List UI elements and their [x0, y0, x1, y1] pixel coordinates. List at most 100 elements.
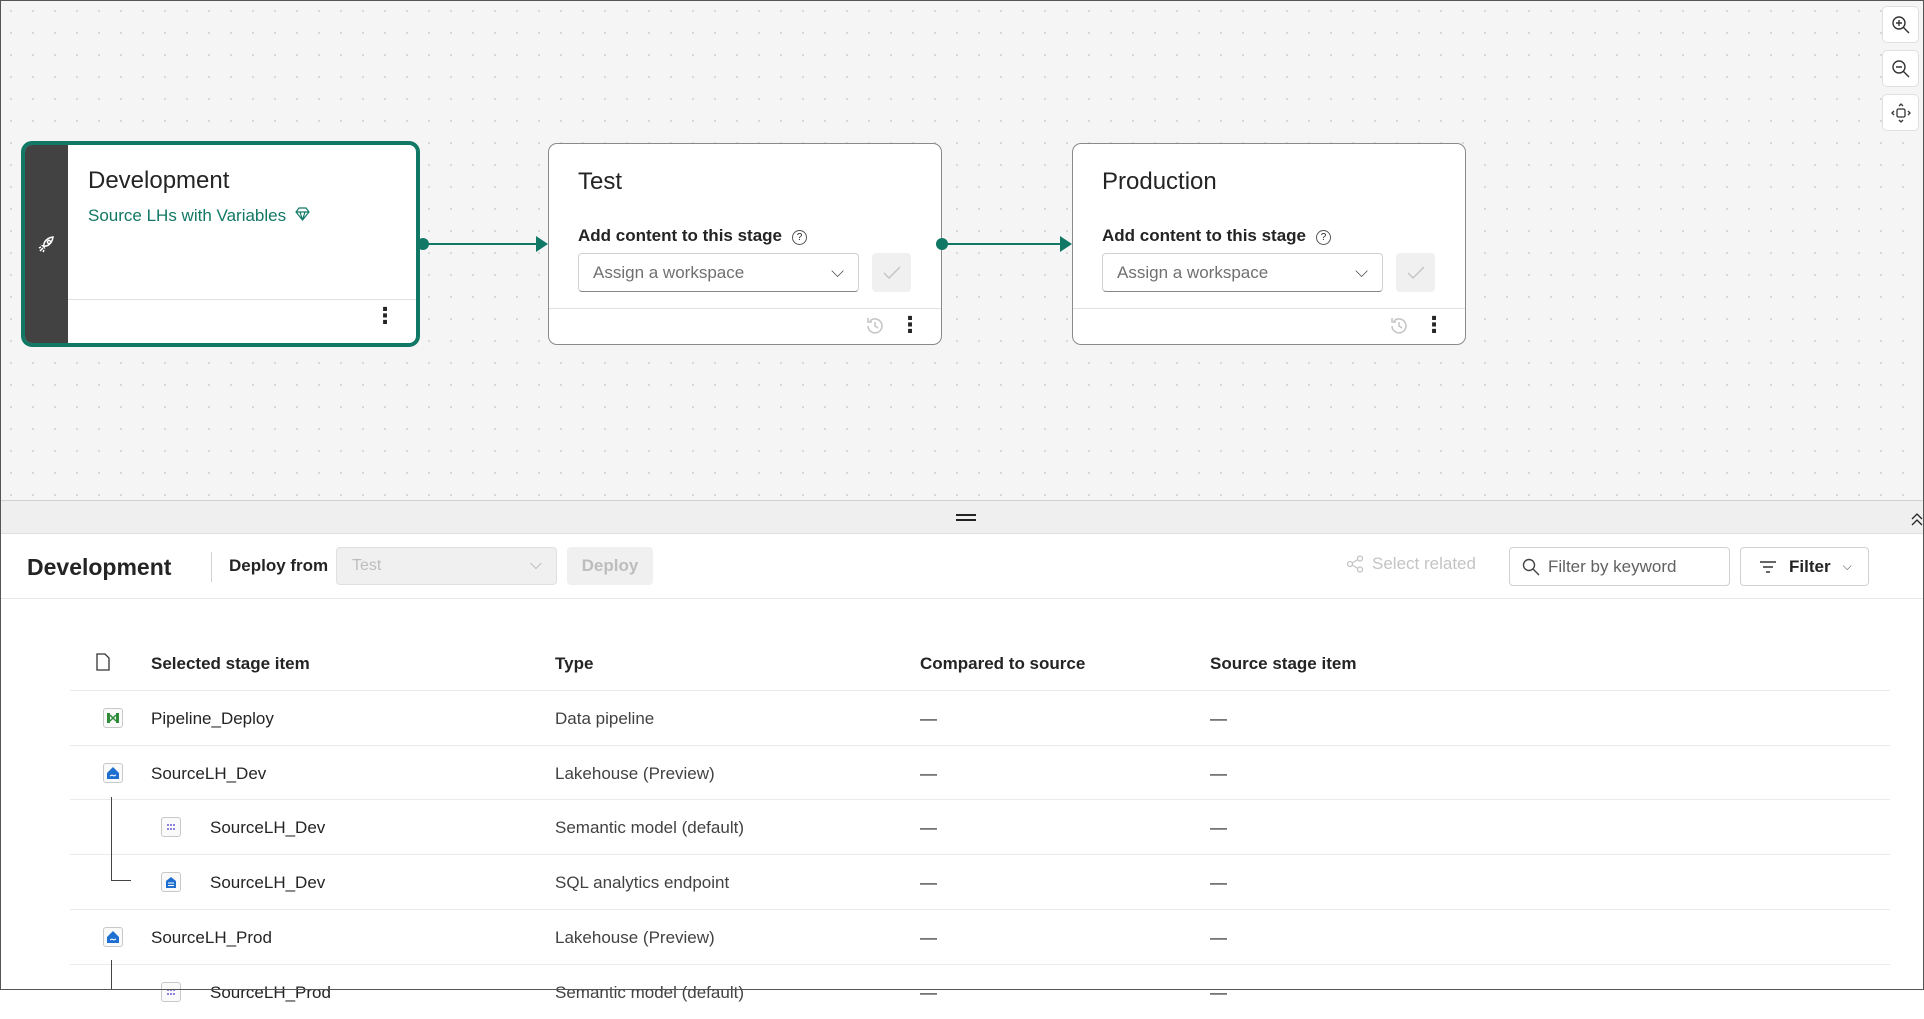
filter-keyword-input[interactable]: Filter by keyword: [1509, 547, 1730, 586]
panel-splitter[interactable]: [0, 501, 1924, 534]
connector-dev-test: [422, 243, 538, 245]
stage-title: Production: [1102, 168, 1217, 195]
connector-arrow: [536, 236, 548, 252]
compared-to-source: —: [920, 818, 937, 838]
tree-connector: [111, 797, 131, 881]
table-row[interactable]: SourceLH_Dev Semantic model (default) — —: [70, 799, 1890, 854]
item-name[interactable]: SourceLH_Prod: [151, 927, 272, 947]
column-header-compared[interactable]: Compared to source: [920, 654, 1086, 673]
file-icon: [96, 653, 110, 671]
card-divider: [549, 308, 941, 309]
compared-to-source: —: [920, 927, 937, 947]
assign-workspace-dropdown[interactable]: Assign a workspace ⌵: [1102, 253, 1383, 292]
stage-title: Development: [88, 167, 230, 194]
premium-diamond-icon: [295, 207, 310, 221]
table-row[interactable]: SourceLH_Prod Lakehouse (Preview) — —: [70, 908, 1890, 964]
confirm-button[interactable]: [872, 253, 911, 292]
item-type: Semantic model (default): [555, 818, 744, 838]
connector-arrow: [1060, 236, 1072, 252]
card-divider: [68, 299, 416, 300]
item-name[interactable]: SourceLH_Prod: [210, 982, 331, 1002]
more-options-button[interactable]: ⋮: [374, 303, 396, 328]
source-stage-item: —: [1210, 709, 1227, 728]
help-icon[interactable]: ?: [1316, 230, 1331, 245]
table-header: Selected stage item Type Compared to sou…: [70, 636, 1890, 691]
deployment-history-icon[interactable]: [865, 316, 885, 336]
drag-handle-icon[interactable]: [956, 514, 976, 521]
zoom-in-icon: [1891, 15, 1909, 33]
lakehouse-icon: [103, 926, 123, 947]
deployment-history-icon[interactable]: [1389, 316, 1409, 336]
filter-icon: [1760, 560, 1776, 573]
divider: [211, 552, 212, 582]
deploy-from-label: Deploy from: [229, 556, 329, 575]
deploy-button[interactable]: Deploy: [567, 547, 653, 585]
column-header-source[interactable]: Source stage item: [1210, 654, 1357, 673]
stage-card-production[interactable]: Production Add content to this stage? As…: [1072, 143, 1466, 345]
item-type: SQL analytics endpoint: [555, 873, 730, 893]
compared-to-source: —: [920, 873, 937, 893]
item-type: Data pipeline: [555, 709, 655, 728]
fit-to-screen-button[interactable]: [1882, 94, 1919, 131]
column-header-type[interactable]: Type: [555, 654, 594, 673]
pipeline-canvas[interactable]: Development Source LHs with Variables ⋮ …: [0, 0, 1924, 501]
more-options-button[interactable]: ⋮: [1423, 312, 1445, 337]
chevron-down-icon: ⌵: [1842, 559, 1852, 573]
zoom-in-button[interactable]: [1882, 6, 1919, 43]
table-row[interactable]: SourceLH_Prod Semantic model (default) — —: [70, 963, 1890, 1019]
zoom-out-button[interactable]: [1882, 50, 1919, 87]
stage-card-development[interactable]: Development Source LHs with Variables ⋮: [21, 141, 420, 347]
confirm-button[interactable]: [1396, 253, 1435, 292]
chevron-down-icon: ⌵: [529, 556, 542, 573]
source-stage-item: —: [1210, 927, 1227, 947]
zoom-out-icon: [1891, 59, 1909, 77]
item-name[interactable]: SourceLH_Dev: [210, 873, 326, 893]
share-nodes-icon: [1346, 555, 1364, 573]
compared-to-source: —: [920, 982, 937, 1002]
sql-endpoint-icon: [161, 872, 181, 893]
checkmark-icon: [1407, 266, 1424, 279]
semantic-model-icon: [161, 817, 181, 838]
workspace-link[interactable]: Source LHs with Variables: [88, 206, 310, 226]
search-icon: [1522, 558, 1540, 575]
workspace-name[interactable]: Source LHs with Variables: [88, 206, 287, 225]
add-content-label: Add content to this stage?: [1102, 226, 1331, 246]
filter-button[interactable]: Filter ⌵: [1740, 547, 1869, 586]
table-row[interactable]: Pipeline_Deploy Data pipeline — —: [70, 690, 1890, 745]
add-content-label: Add content to this stage?: [578, 226, 807, 246]
stage-heading: Development: [27, 554, 172, 580]
checkmark-icon: [883, 266, 900, 279]
compared-to-source: —: [920, 763, 937, 783]
stage-title: Test: [578, 168, 623, 195]
semantic-model-icon: [161, 981, 181, 1002]
stage-toolbar: Development Deploy from Test ⌵ Deploy Sel…: [0, 534, 1924, 599]
more-options-button[interactable]: ⋮: [899, 312, 921, 337]
source-stage-item: —: [1210, 763, 1227, 783]
compared-to-source: —: [920, 709, 937, 728]
assign-workspace-dropdown[interactable]: Assign a workspace ⌵: [578, 253, 859, 292]
deploy-from-dropdown[interactable]: Test ⌵: [336, 547, 557, 585]
column-header-item[interactable]: Selected stage item: [151, 654, 310, 673]
table-row[interactable]: SourceLH_Dev SQL analytics endpoint — —: [70, 854, 1890, 909]
item-name[interactable]: SourceLH_Dev: [151, 763, 267, 783]
stage-strip: [25, 145, 68, 343]
collapse-icon[interactable]: [1910, 511, 1924, 527]
rocket-icon: [38, 236, 54, 253]
item-name[interactable]: Pipeline_Deploy: [151, 709, 274, 728]
item-type: Semantic model (default): [555, 982, 744, 1002]
table-row[interactable]: SourceLH_Dev Lakehouse (Preview) — —: [70, 744, 1890, 800]
source-stage-item: —: [1210, 982, 1227, 1002]
chevron-down-icon: ⌵: [831, 262, 844, 281]
stage-card-test[interactable]: Test Add content to this stage? Assign a…: [548, 143, 942, 345]
source-stage-item: —: [1210, 873, 1227, 893]
source-stage-item: —: [1210, 818, 1227, 838]
data-pipeline-icon: [103, 708, 123, 728]
tree-connector: [111, 960, 127, 990]
connector-test-prod: [941, 243, 1062, 245]
chevron-down-icon: ⌵: [1355, 262, 1368, 281]
help-icon[interactable]: ?: [792, 230, 807, 245]
item-name[interactable]: SourceLH_Dev: [210, 818, 326, 838]
select-related-button[interactable]: Select related: [1346, 554, 1476, 574]
item-type: Lakehouse (Preview): [555, 927, 715, 947]
lakehouse-icon: [103, 762, 123, 783]
